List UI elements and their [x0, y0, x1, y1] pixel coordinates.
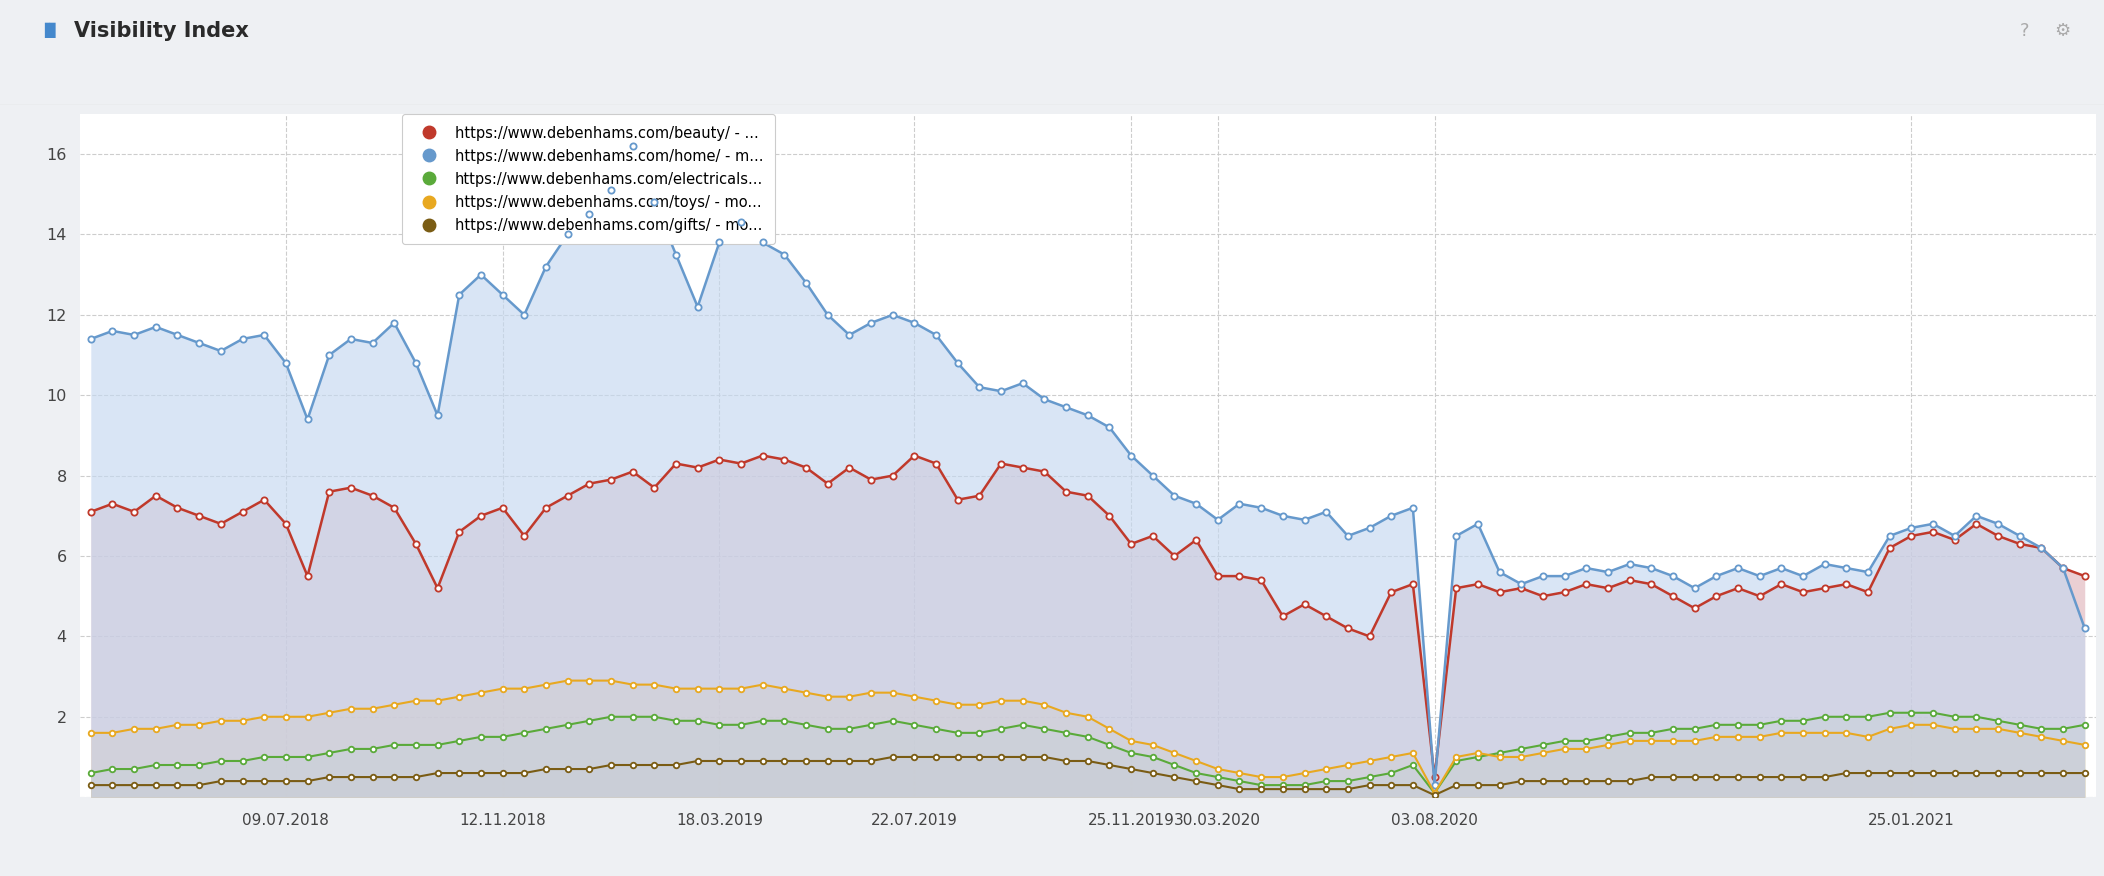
Legend: https://www.debenhams.com/beauty/ - ..., https://www.debenhams.com/home/ - m...,: https://www.debenhams.com/beauty/ - ...,…: [402, 114, 774, 244]
Text: ⚙: ⚙: [2054, 22, 2070, 39]
Text: ▐▌: ▐▌: [38, 23, 61, 39]
Text: Visibility Index: Visibility Index: [74, 21, 248, 40]
Text: ?: ?: [2020, 22, 2028, 39]
